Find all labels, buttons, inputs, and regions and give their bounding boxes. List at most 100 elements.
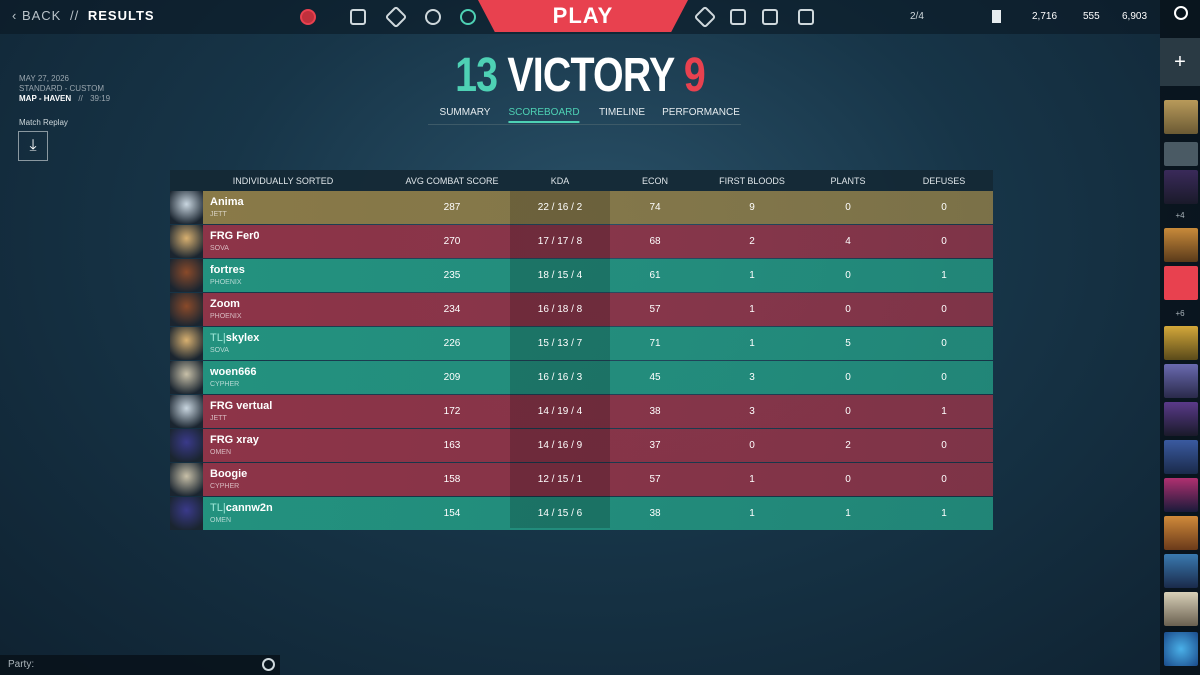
tab[interactable]: PERFORMANCE xyxy=(662,107,740,118)
stat-kda: 16 / 18 / 8 xyxy=(537,304,583,315)
home-icon[interactable] xyxy=(350,9,366,25)
avatar[interactable] xyxy=(1164,478,1198,512)
card-icon[interactable] xyxy=(992,10,1001,23)
player-name: FRG Fer0 xyxy=(210,230,260,242)
stat-defuses: 1 xyxy=(941,508,947,519)
avatar[interactable] xyxy=(1164,440,1198,474)
back-label: BACK xyxy=(21,8,62,23)
back-button[interactable]: ‹ BACK // RESULTS xyxy=(12,8,155,23)
stat-kda: 18 / 15 / 4 xyxy=(537,270,583,281)
table-header: INDIVIDUALLY SORTED AVG COMBAT SCORE KDA EC… xyxy=(170,170,993,191)
play-button[interactable]: PLAY xyxy=(478,0,688,32)
tab[interactable]: SUMMARY xyxy=(439,107,491,118)
stat-acs: 226 xyxy=(443,338,461,349)
player-name-text: FRG vertual xyxy=(210,400,273,412)
stat-plants: 0 xyxy=(845,406,851,417)
stat-defuses: 0 xyxy=(941,440,947,451)
stat-plants: 0 xyxy=(845,474,851,485)
player-name-text: woen666 xyxy=(210,366,257,378)
agent-portrait xyxy=(170,361,203,394)
chat-icon xyxy=(262,658,275,671)
settings-icon[interactable] xyxy=(1174,6,1188,20)
agent-name: PHOENIX xyxy=(210,279,242,286)
stat-acs: 209 xyxy=(443,372,461,383)
party-count: 2/4 xyxy=(910,11,924,22)
player-name-text: FRG Fer0 xyxy=(210,230,260,242)
stat-acs: 163 xyxy=(443,440,461,451)
stat-first-bloods: 3 xyxy=(749,406,755,417)
store-icon[interactable] xyxy=(762,9,778,25)
player-row: TL|skylex SOVA 226 15 / 13 / 7 71 1 5 0 xyxy=(170,327,993,360)
back-arrow: ‹ xyxy=(12,8,22,23)
player-name-text: fortres xyxy=(210,264,245,276)
player-row: Boogie CYPHER 158 12 / 15 / 1 57 1 0 0 xyxy=(170,463,993,496)
stat-defuses: 0 xyxy=(941,202,947,213)
stat-acs: 234 xyxy=(443,304,461,315)
player-name: Anima xyxy=(210,196,244,208)
match-result: 13 VICTORY 9 xyxy=(104,48,1055,103)
agent-portrait xyxy=(170,395,203,428)
career-icon[interactable] xyxy=(460,9,476,25)
progression-icon[interactable] xyxy=(798,9,814,25)
avatar[interactable] xyxy=(1164,228,1198,262)
avatar[interactable] xyxy=(1164,170,1198,204)
agents-icon[interactable] xyxy=(425,9,441,25)
avatar[interactable] xyxy=(1164,402,1198,436)
avatar[interactable] xyxy=(1164,266,1198,300)
tab[interactable]: SCOREBOARD xyxy=(508,107,580,123)
match-mode: STANDARD - CUSTOM xyxy=(19,84,105,93)
player-name-text: Boogie xyxy=(210,468,248,480)
avatar[interactable] xyxy=(1164,100,1198,134)
stat-econ: 61 xyxy=(649,270,661,281)
stat-econ: 38 xyxy=(649,406,661,417)
valorant-points: 2,716 xyxy=(1032,11,1058,22)
avatar[interactable] xyxy=(1164,632,1198,666)
stat-first-bloods: 0 xyxy=(749,440,755,451)
player-name: Boogie xyxy=(210,468,247,480)
chat-bar[interactable]: Party: xyxy=(0,655,280,675)
add-friend-button[interactable]: + xyxy=(1160,38,1200,86)
stat-defuses: 0 xyxy=(941,372,947,383)
stat-kda: 22 / 16 / 2 xyxy=(537,202,583,213)
player-row: FRG vertual JETT 172 14 / 19 / 4 38 3 0 1 xyxy=(170,395,993,428)
avatar[interactable] xyxy=(1164,592,1198,626)
player-row: TL|cannw2n OMEN 154 14 / 15 / 6 38 1 1 1 xyxy=(170,497,993,530)
player-name: FRG xray xyxy=(210,434,259,446)
esports-icon[interactable] xyxy=(693,5,717,29)
stat-acs: 287 xyxy=(443,202,461,213)
alert-icon[interactable] xyxy=(300,9,316,25)
agent-portrait xyxy=(170,259,203,292)
replay-download-button[interactable]: ⤓ xyxy=(18,131,48,161)
stat-kda: 16 / 16 / 3 xyxy=(537,372,583,383)
agent-name: PHOENIX xyxy=(210,313,242,320)
stat-defuses: 0 xyxy=(941,236,947,247)
stat-defuses: 0 xyxy=(941,338,947,349)
agent-name: OMEN xyxy=(210,517,231,524)
stat-defuses: 0 xyxy=(941,304,947,315)
stat-plants: 0 xyxy=(845,202,851,213)
stat-plants: 0 xyxy=(845,304,851,315)
agent-name: JETT xyxy=(210,211,227,218)
avatar[interactable] xyxy=(1164,554,1198,588)
stat-kda: 17 / 17 / 8 xyxy=(537,236,583,247)
avatar[interactable] xyxy=(1164,516,1198,550)
stat-acs: 154 xyxy=(443,508,461,519)
collection-icon[interactable] xyxy=(730,9,746,25)
column-header: AVG COMBAT SCORE xyxy=(405,176,499,186)
player-name-text: Zoom xyxy=(210,298,240,310)
kingdom-credits: 6,903 xyxy=(1122,11,1148,22)
column-header: KDA xyxy=(550,176,570,186)
agent-portrait xyxy=(170,327,203,360)
avatar[interactable] xyxy=(1164,364,1198,398)
separator: // xyxy=(78,94,83,103)
outcome: VICTORY xyxy=(507,49,674,102)
stat-econ: 71 xyxy=(649,338,661,349)
match-date: MAY 27, 2026 xyxy=(19,74,69,83)
avatar[interactable] xyxy=(1164,326,1198,360)
tab[interactable]: TIMELINE xyxy=(598,107,646,118)
battlepass-icon[interactable] xyxy=(384,5,408,29)
player-row: fortres PHOENIX 235 18 / 15 / 4 61 1 0 1 xyxy=(170,259,993,292)
stat-econ: 57 xyxy=(649,474,661,485)
agent-name: CYPHER xyxy=(210,381,240,388)
player-row: Anima JETT 287 22 / 16 / 2 74 9 0 0 xyxy=(170,191,993,224)
